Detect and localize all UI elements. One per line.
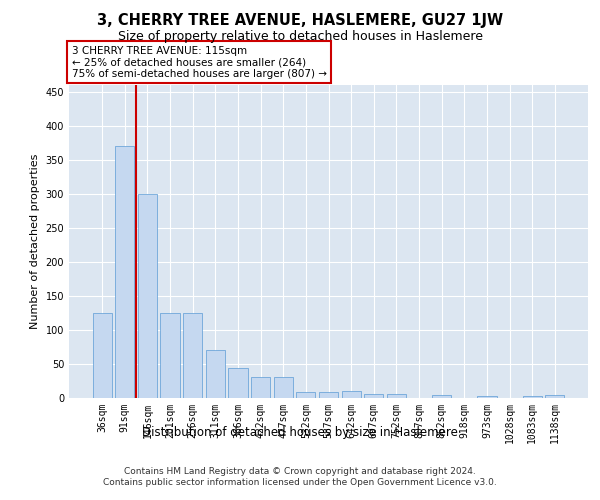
Bar [296,392,316,398]
Bar [274,377,293,398]
Bar [92,314,112,398]
Bar [160,314,180,398]
Bar [251,377,270,398]
Text: Contains HM Land Registry data © Crown copyright and database right 2024.
Contai: Contains HM Land Registry data © Crown c… [103,468,497,487]
Bar [138,194,157,398]
Text: Distribution of detached houses by size in Haslemere: Distribution of detached houses by size … [142,426,458,439]
Bar [229,368,248,398]
Bar [523,396,542,398]
Bar [545,396,565,398]
Bar [183,314,202,398]
Text: 3 CHERRY TREE AVENUE: 115sqm
← 25% of detached houses are smaller (264)
75% of s: 3 CHERRY TREE AVENUE: 115sqm ← 25% of de… [71,46,326,78]
Bar [115,146,134,398]
Bar [206,350,225,398]
Bar [341,390,361,398]
Bar [364,394,383,398]
Bar [477,396,497,398]
Bar [432,396,451,398]
Bar [319,392,338,398]
Text: 3, CHERRY TREE AVENUE, HASLEMERE, GU27 1JW: 3, CHERRY TREE AVENUE, HASLEMERE, GU27 1… [97,12,503,28]
Bar [387,394,406,398]
Text: Size of property relative to detached houses in Haslemere: Size of property relative to detached ho… [118,30,482,43]
Y-axis label: Number of detached properties: Number of detached properties [30,154,40,329]
